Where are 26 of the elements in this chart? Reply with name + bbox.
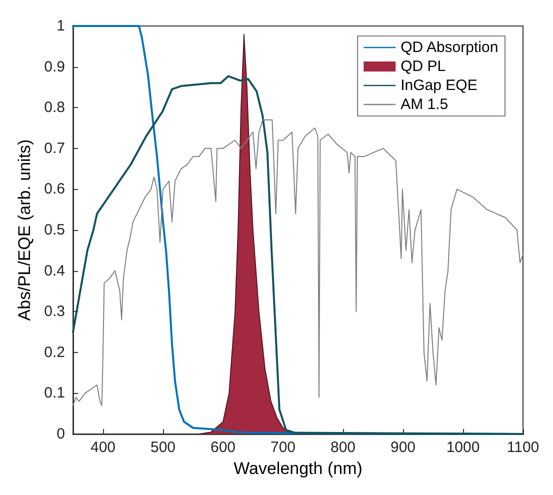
x-tick-label: 900 [390, 439, 416, 456]
legend-label: QD Absorption [400, 39, 498, 56]
y-tick-label: 0 [56, 426, 65, 442]
x-tick-label: 800 [330, 439, 356, 456]
x-tick-label: 600 [210, 439, 236, 456]
x-tick-label: 1000 [446, 439, 480, 456]
y-tick-label: 0.1 [44, 384, 65, 402]
line-series [72, 119, 524, 406]
x-tick-label: 700 [270, 439, 296, 456]
y-axis-title: Abs/PL/EQE (arb. units) [15, 139, 34, 321]
y-tick-label: 0.6 [44, 180, 65, 198]
y-tick-label: 1 [56, 18, 65, 34]
legend-label: AM 1.5 [400, 96, 448, 113]
y-tick-label: 0.8 [44, 99, 65, 116]
legend-label: QD PL [400, 58, 446, 75]
y-tick-label: 0.5 [44, 222, 65, 238]
y-tick-label: 0.9 [44, 58, 65, 76]
y-tick-label: 0.7 [44, 140, 65, 157]
legend-label: InGap EQE [400, 77, 478, 94]
x-tick-label: 400 [90, 439, 116, 456]
x-axis-title: Wavelength (nm) [234, 458, 362, 478]
y-tick-label: 0.4 [44, 262, 65, 280]
x-tick-label: 1100 [506, 439, 540, 456]
y-tick-label: 0.3 [44, 303, 65, 320]
x-tick-label: 500 [150, 439, 176, 456]
y-tick-label: 0.2 [44, 344, 65, 361]
